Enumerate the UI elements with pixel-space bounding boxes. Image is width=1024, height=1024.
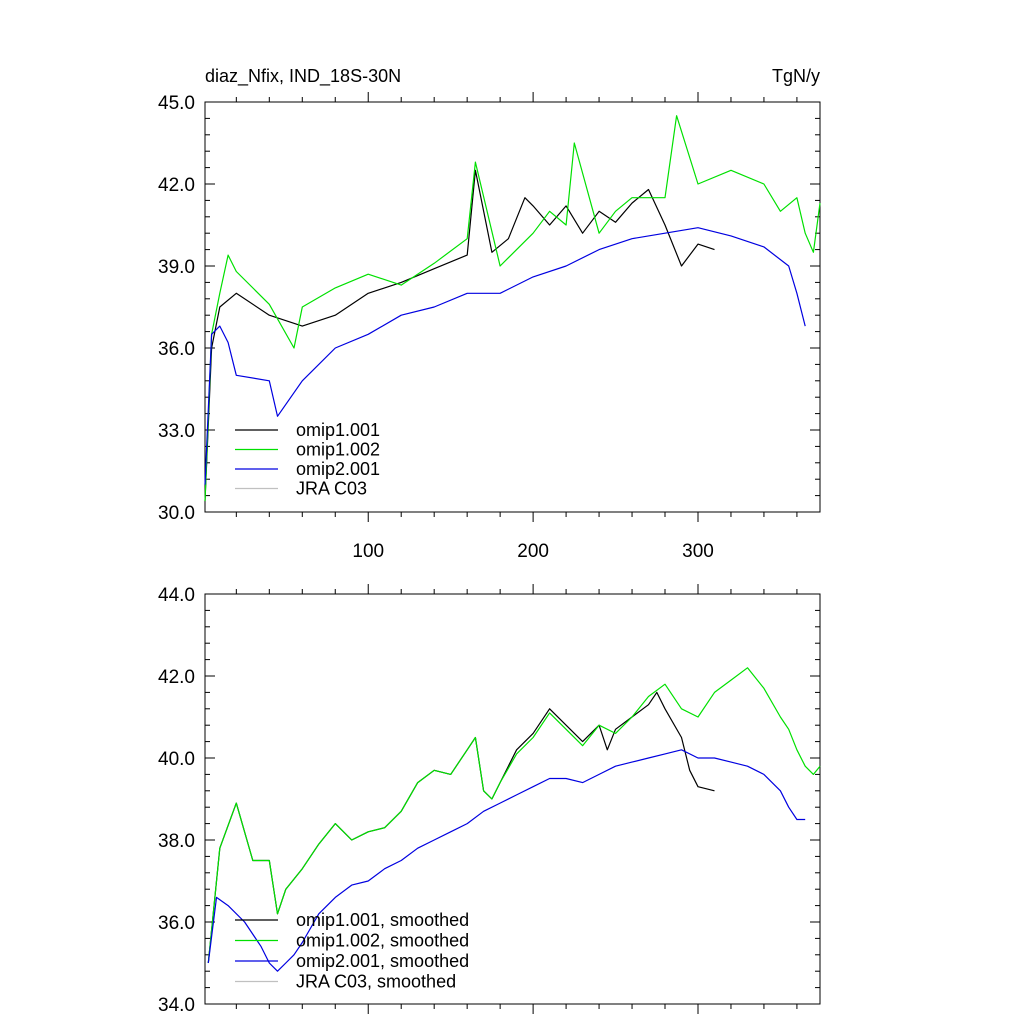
x-tick-label: 100	[352, 541, 384, 562]
legend-label: omip2.001, smoothed	[296, 951, 469, 971]
y-tick-label: 39.0	[158, 257, 195, 278]
x-tick-label: 200	[517, 541, 549, 562]
y-tick-label: 30.0	[158, 503, 195, 524]
y-tick-label: 34.0	[158, 995, 195, 1016]
top-plot-frame	[204, 101, 821, 513]
y-tick-label: 42.0	[158, 175, 195, 196]
series-line-omip1-002-smoothed	[207, 667, 821, 964]
legend-label: JRA C03, smoothed	[296, 972, 456, 992]
y-tick-label: 36.0	[158, 913, 195, 934]
legend-label: JRA C03	[296, 479, 367, 499]
top-panel: diaz_Nfix, IND_18S-30N TgN/y 30.0 33.0 36.…	[158, 66, 821, 562]
bottom-plot-frame	[204, 593, 821, 1005]
legend-label: omip1.002	[296, 440, 380, 460]
top-panel-units: TgN/y	[772, 66, 820, 86]
y-tick-label: 38.0	[158, 831, 195, 852]
series-line-omip2-001	[204, 227, 806, 485]
series-line-omip1-002	[204, 115, 821, 502]
legend-label: omip1.002, smoothed	[296, 931, 469, 951]
series-line-omip1-001	[204, 169, 715, 502]
legend-label: omip2.001	[296, 459, 380, 479]
legend-label: omip1.001	[296, 420, 380, 440]
y-tick-label: 36.0	[158, 339, 195, 360]
x-tick-label: 300	[682, 541, 714, 562]
legend-label: omip1.001, smoothed	[296, 910, 469, 930]
bottom-panel: 34.0 36.0 38.0 40.0 42.0 44.0 omip1.001, smoot…	[158, 584, 821, 1016]
y-tick-label: 45.0	[158, 93, 195, 114]
top-panel-title: diaz_Nfix, IND_18S-30N	[205, 66, 401, 87]
y-tick-label: 42.0	[158, 667, 195, 688]
y-tick-label: 40.0	[158, 749, 195, 770]
y-tick-label: 44.0	[158, 585, 195, 606]
series-line-omip2-001-smoothed	[207, 749, 806, 972]
y-tick-label: 33.0	[158, 421, 195, 442]
